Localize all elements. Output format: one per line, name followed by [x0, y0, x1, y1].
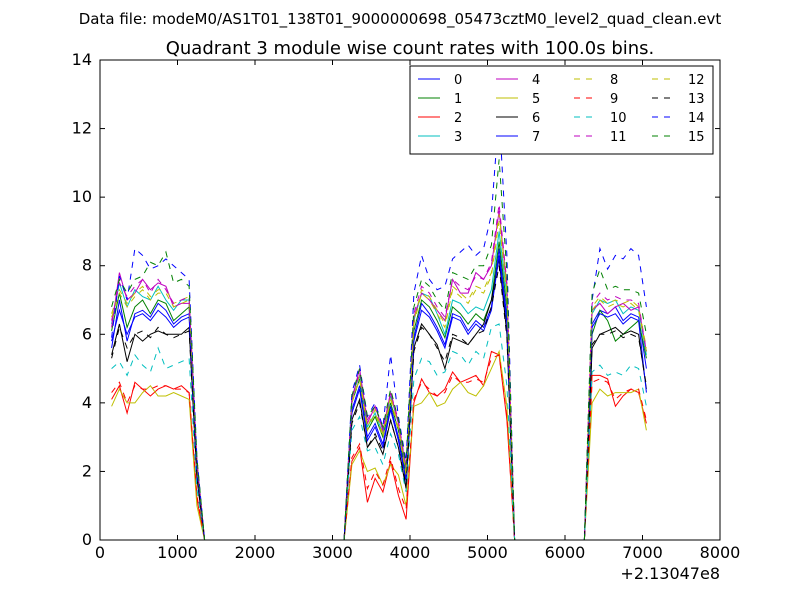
- legend-label-14: 14: [688, 111, 705, 126]
- x-offset-label: +2.13047e8: [620, 564, 720, 583]
- x-tick-label-1000: 1000: [157, 543, 198, 562]
- suptitle: Data file: modeM0/AS1T01_138T01_90000006…: [79, 10, 722, 29]
- y-tick-label-6: 6: [82, 324, 92, 343]
- legend-label-6: 6: [532, 111, 540, 126]
- x-tick-label-0: 0: [95, 543, 105, 562]
- legend-label-9: 9: [610, 92, 618, 107]
- series-line-15: [111, 159, 647, 540]
- y-tick-label-12: 12: [72, 119, 92, 138]
- x-tick-label-8000: 8000: [700, 543, 741, 562]
- plot-area: [111, 111, 647, 540]
- legend-label-12: 12: [688, 73, 705, 88]
- x-tick-label-3000: 3000: [312, 543, 353, 562]
- legend-label-7: 7: [532, 130, 540, 145]
- series-line-9: [111, 354, 647, 540]
- legend-label-5: 5: [532, 92, 540, 107]
- series-line-13: [111, 265, 647, 540]
- legend-box: [409, 65, 714, 155]
- axes: 0 1000 2000 3000 4000 5000 6000 7000 80000246810…: [72, 50, 741, 562]
- x-tick-label-5000: 5000: [467, 543, 508, 562]
- x-tick-label-4000: 4000: [390, 543, 431, 562]
- legend-label-4: 4: [532, 73, 540, 88]
- legend-label-13: 13: [688, 92, 705, 107]
- y-tick-label-4: 4: [82, 393, 92, 412]
- series-line-11: [111, 203, 647, 540]
- series-line-10: [111, 323, 647, 540]
- y-tick-label-8: 8: [82, 256, 92, 275]
- series-line-2: [111, 350, 647, 540]
- legend-label-1: 1: [454, 92, 462, 107]
- y-tick-label-0: 0: [82, 530, 92, 549]
- y-tick-label-14: 14: [72, 50, 92, 69]
- x-tick-label-6000: 6000: [545, 543, 586, 562]
- legend-label-2: 2: [454, 111, 462, 126]
- x-tick-label-7000: 7000: [622, 543, 663, 562]
- legend-label-10: 10: [610, 111, 627, 126]
- x-tick-label-2000: 2000: [235, 543, 276, 562]
- series-line-8: [111, 214, 647, 540]
- y-tick-label-2: 2: [82, 461, 92, 480]
- y-tick-label-10: 10: [72, 187, 92, 206]
- legend-label-11: 11: [610, 130, 627, 145]
- chart-title: Quadrant 3 module wise count rates with …: [166, 38, 655, 59]
- legend-label-3: 3: [454, 130, 462, 145]
- series-line-5: [111, 349, 647, 540]
- legend-label-8: 8: [610, 73, 618, 88]
- legend-label-0: 0: [454, 73, 462, 88]
- legend-label-15: 15: [688, 130, 705, 145]
